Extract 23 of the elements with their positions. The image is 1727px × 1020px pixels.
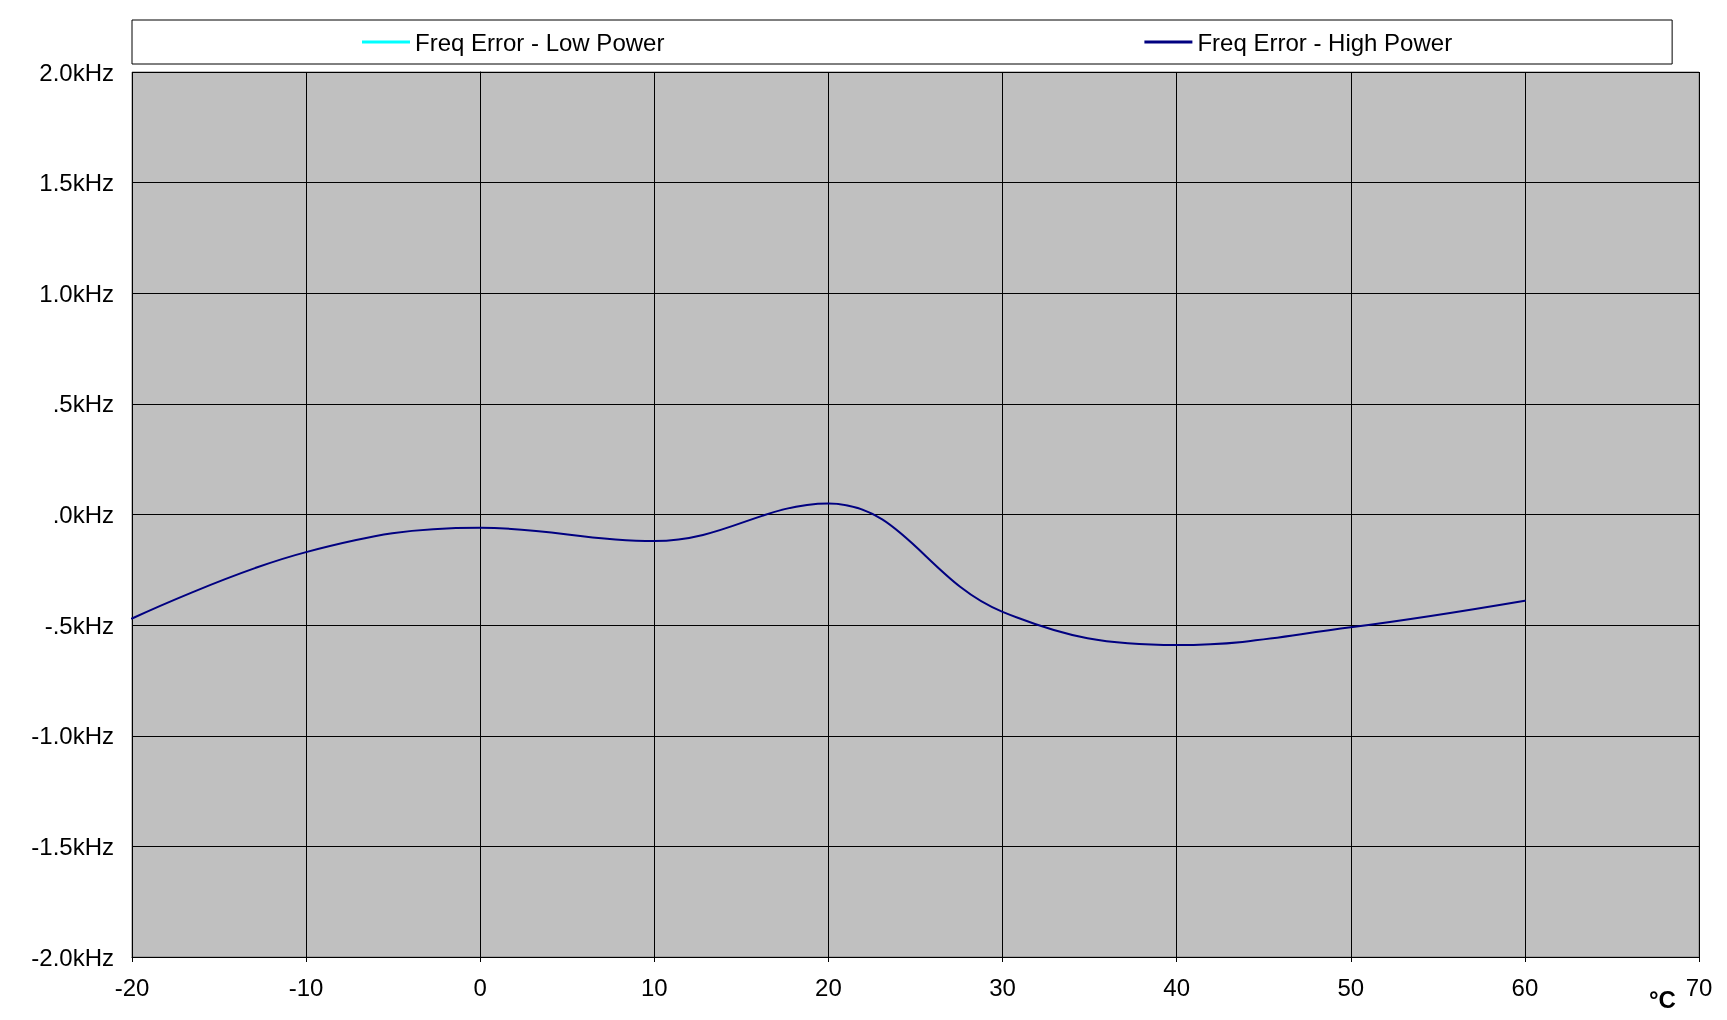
y-tick-label: 1.5kHz [39,169,114,197]
x-tick-label: 40 [1163,973,1191,1001]
x-tick-label: 10 [640,973,668,1001]
x-tick-label: 70 [1685,973,1713,1001]
x-tick-label: 20 [815,973,842,1001]
x-tick-label: 0 [473,973,487,1001]
x-tick-label: -20 [114,973,150,1001]
y-tick-label: -1.0kHz [31,722,114,750]
legend-label: Freq Error - Low Power [415,28,665,56]
x-tick-label: -10 [288,973,324,1001]
x-tick-label: 50 [1337,973,1365,1001]
line-series [131,502,1526,647]
legend-label: Freq Error - High Power [1197,28,1453,56]
y-tick-label: -.5kHz [44,611,114,639]
y-tick-label: 1.0kHz [39,279,114,307]
x-tick-label: 30 [989,973,1016,1001]
x-tick-label: 60 [1511,973,1539,1001]
y-tick-label: -1.5kHz [31,832,114,860]
x-axis-title: °C [1649,985,1676,1013]
y-tick-label: -2.0kHz [31,943,114,971]
y-tick-label: .5kHz [52,390,114,418]
y-tick-label: .0kHz [52,501,114,528]
y-tick-label: 2.0kHz [39,58,114,86]
